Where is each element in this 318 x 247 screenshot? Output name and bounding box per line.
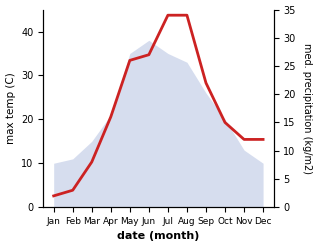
Y-axis label: med. precipitation (kg/m2): med. precipitation (kg/m2) bbox=[302, 43, 313, 174]
X-axis label: date (month): date (month) bbox=[117, 231, 200, 242]
Y-axis label: max temp (C): max temp (C) bbox=[5, 72, 16, 144]
